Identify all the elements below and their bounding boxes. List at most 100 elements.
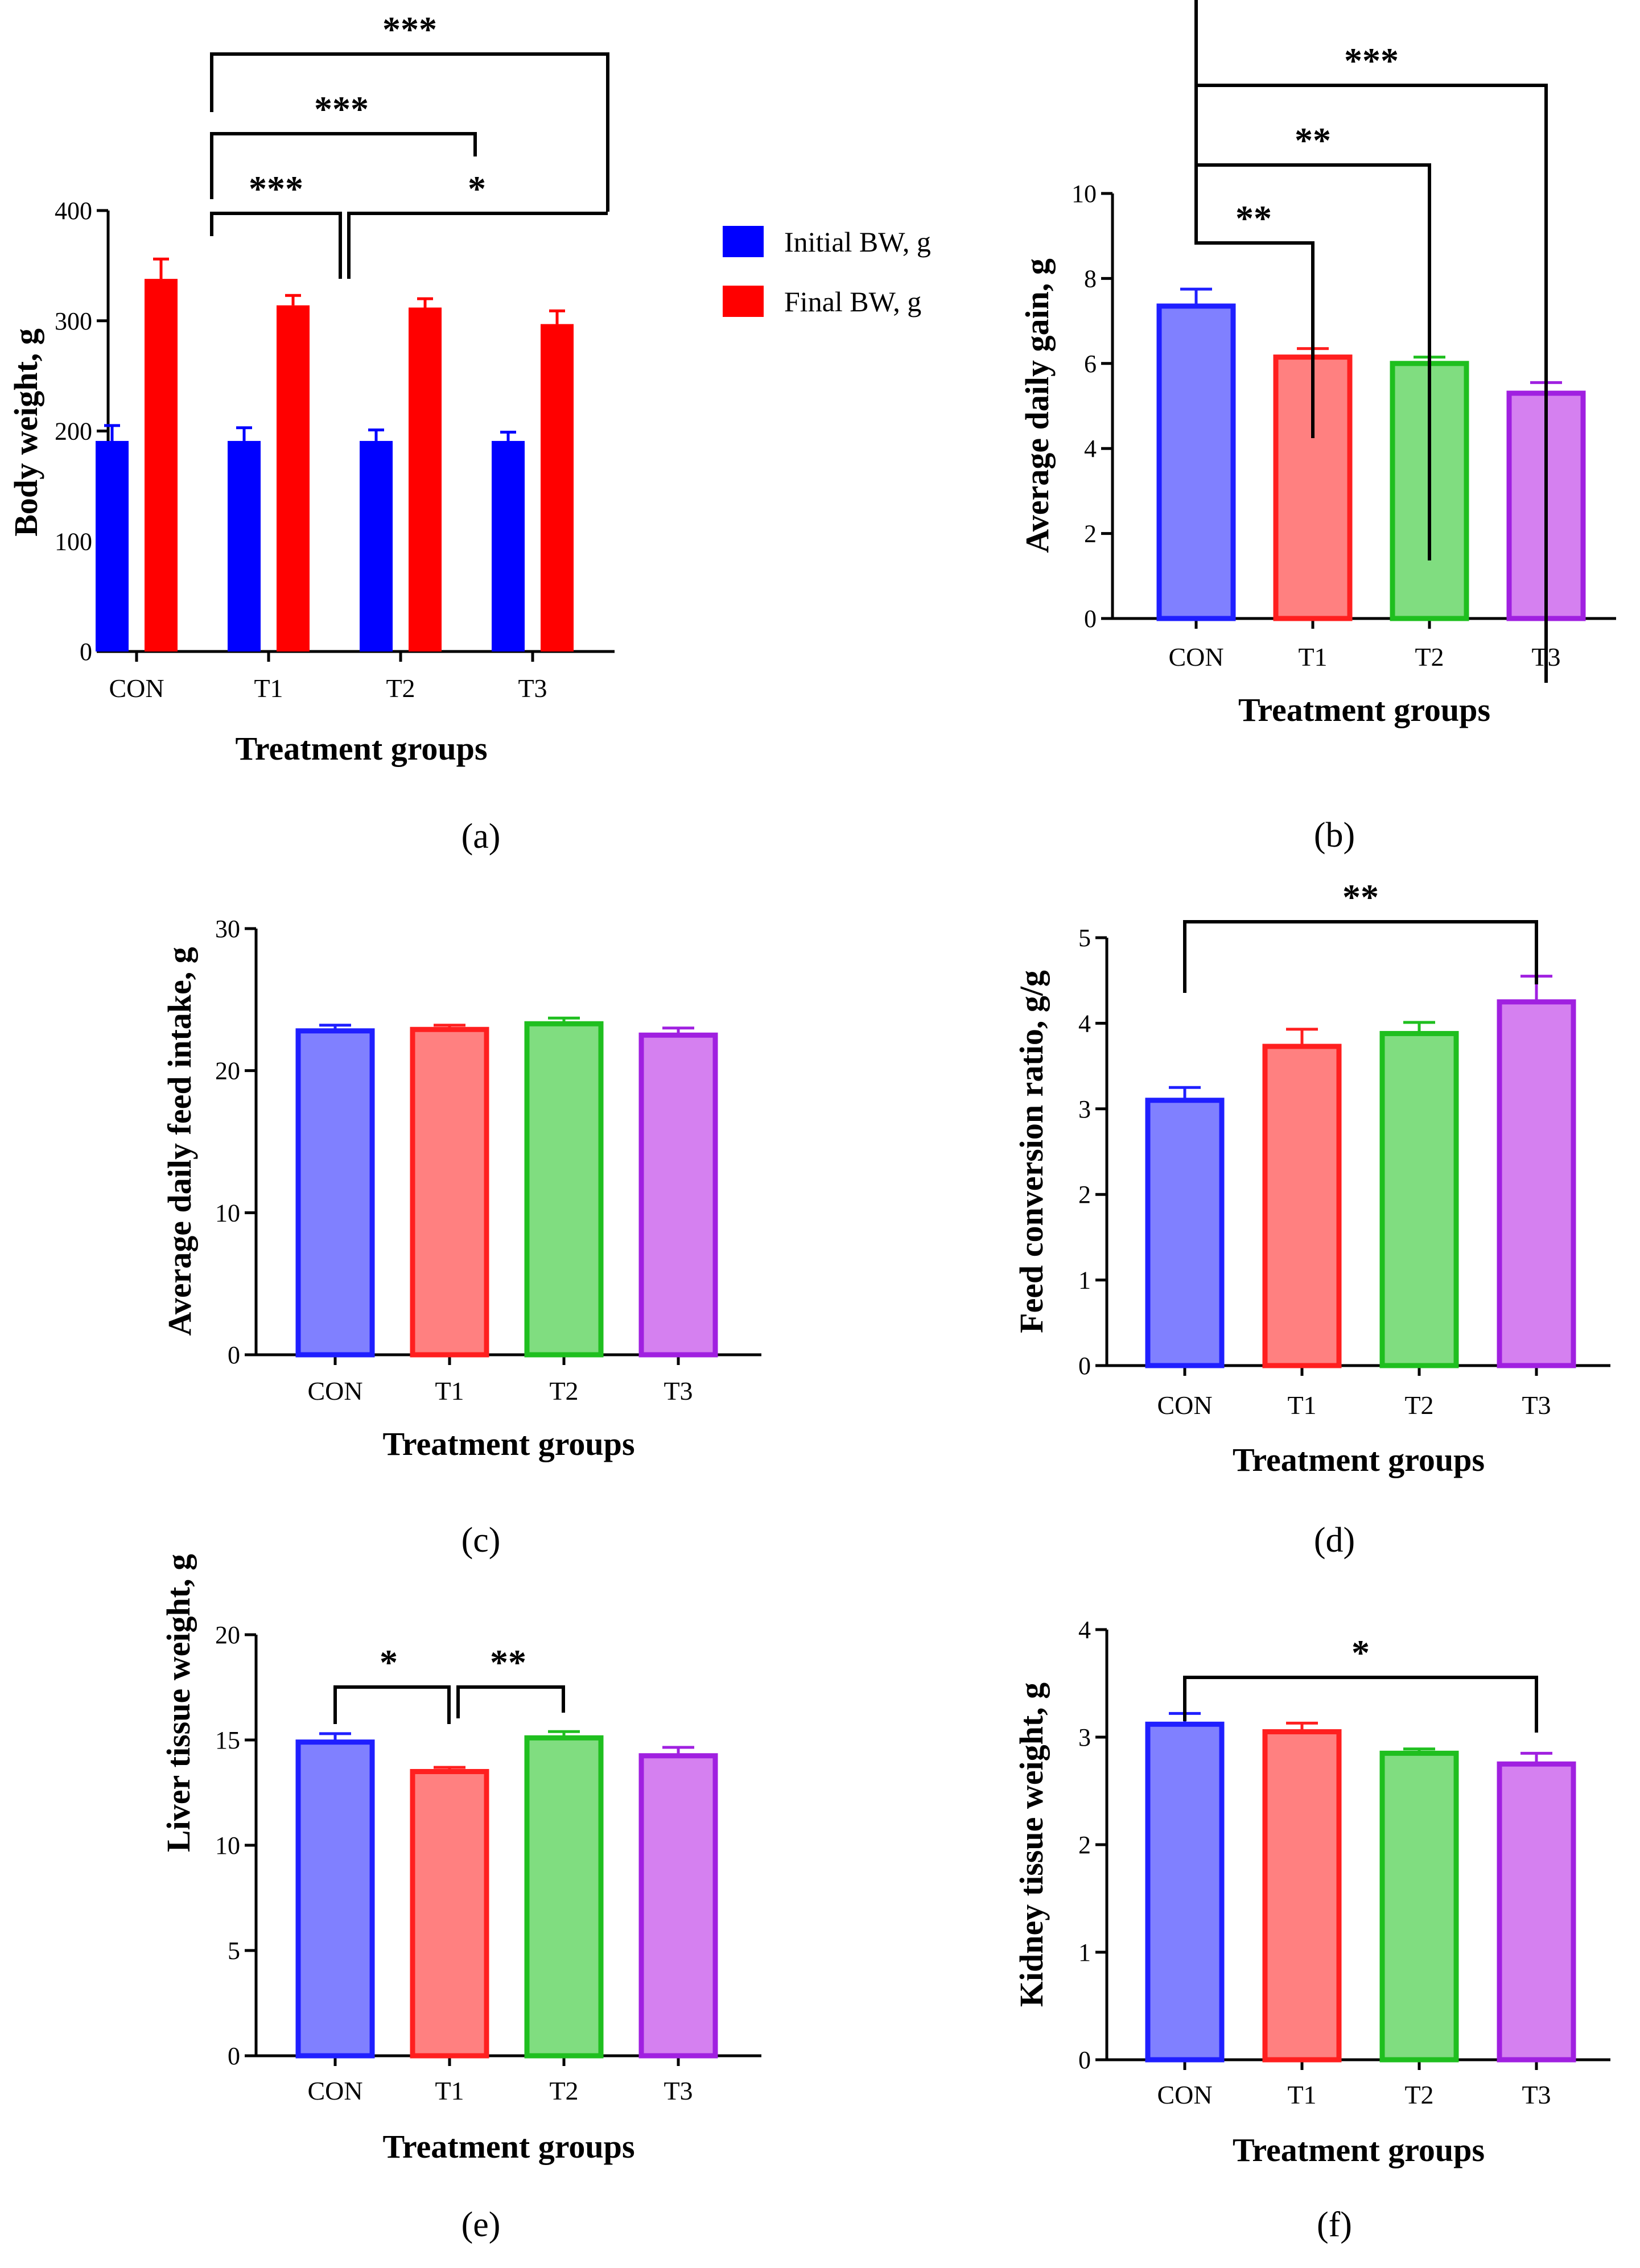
y-tick-label: 20: [215, 1621, 240, 1649]
y-tick-label: 0: [1078, 1352, 1091, 1380]
y-tick-label: 2: [1084, 520, 1097, 548]
x-axis-title: Treatment groups: [1233, 1441, 1485, 1478]
bar: [409, 307, 442, 651]
bar: [638, 1032, 718, 1358]
x-tick-label: T2: [549, 1376, 578, 1405]
panel-label: (d): [1314, 1521, 1355, 1560]
panel-e: 0 5 10 15 20 CON T1 T2 T3 Treatment groups Liver t…: [160, 1554, 761, 2244]
x-tick-label: T2: [386, 674, 415, 703]
significance-label: *: [380, 1642, 398, 1683]
x-tick-label: T1: [254, 674, 283, 703]
significance-bracket: [333, 1685, 451, 1724]
panel-label: (c): [461, 1521, 501, 1560]
x-tick-label: T1: [1287, 1391, 1316, 1420]
significance-bracket: [1194, 84, 1548, 683]
significance-label: ***: [382, 9, 437, 50]
x-tick-label: T1: [1287, 2080, 1316, 2109]
bar: [295, 1028, 375, 1358]
y-tick-label: 4: [1078, 1009, 1091, 1037]
bar: [1497, 1761, 1576, 2063]
panel-f: 0 1 2 3 4 CON T1 T2 T3 Treatment groups Kidney tis…: [1013, 1616, 1610, 2244]
bar: [1145, 1721, 1225, 2063]
significance-label: **: [490, 1642, 526, 1683]
x-tick-label: T3: [664, 2076, 693, 2105]
bar: [1145, 1098, 1225, 1368]
y-tick-label: 30: [215, 915, 240, 943]
y-tick-label: 2: [1078, 1181, 1091, 1209]
y-axis-title: Kidney tissue weight, g: [1013, 1683, 1050, 2007]
significance-bracket: [347, 212, 608, 279]
y-tick-label: 4: [1084, 435, 1097, 463]
y-axis-title: Liver tissue weight, g: [160, 1554, 197, 1852]
y-tick-label: 1: [1078, 1939, 1091, 1966]
panel-d: 0 1 2 3 4 5 CON T1 T2 T3 Treatment groups Feed conv…: [1013, 877, 1610, 1560]
x-tick-label: CON: [307, 1376, 362, 1405]
significance-bracket: [210, 212, 342, 279]
panel-label: (f): [1317, 2205, 1352, 2244]
x-tick-label: CON: [307, 2076, 362, 2105]
bar: [1156, 303, 1236, 621]
y-tick-label: 10: [1072, 180, 1097, 208]
bar: [228, 440, 261, 651]
y-tick-label: 2: [1078, 1831, 1091, 1859]
y-tick-label: 20: [215, 1057, 240, 1085]
legend-label: Initial BW, g: [784, 226, 931, 258]
x-axis-title: Treatment groups: [1233, 2131, 1485, 2168]
x-tick-label: CON: [1157, 2080, 1212, 2109]
y-tick-label: 0: [228, 1341, 240, 1369]
significance-bracket: [1183, 1676, 1538, 1733]
y-axis-title: Average daily gain, g: [1019, 258, 1056, 553]
x-tick-label: T2: [1404, 2080, 1433, 2109]
significance-label: *: [468, 168, 486, 209]
x-tick-label: T2: [1404, 1391, 1433, 1420]
y-tick-label: 100: [55, 527, 92, 555]
bar: [410, 1026, 489, 1358]
significance-label: **: [1295, 120, 1331, 160]
significance-bracket: [210, 132, 477, 199]
significance-bracket: [210, 52, 609, 212]
legend-label: Final BW, g: [784, 286, 921, 317]
y-tick-label: 10: [215, 1832, 240, 1859]
significance-label: ***: [249, 168, 303, 209]
bar: [145, 279, 178, 651]
bar: [524, 1735, 604, 2059]
x-axis-title: Treatment groups: [1238, 691, 1490, 728]
bar: [492, 440, 525, 651]
bar: [638, 1753, 718, 2059]
y-tick-label: 15: [215, 1726, 240, 1754]
bar: [1262, 1044, 1342, 1368]
y-tick-label: 0: [1078, 2046, 1091, 2074]
y-tick-label: 6: [1084, 350, 1097, 378]
x-tick-label: CON: [1157, 1391, 1212, 1420]
y-tick-label: 300: [55, 307, 92, 335]
x-tick-label: CON: [1168, 642, 1223, 671]
y-tick-label: 5: [1078, 924, 1091, 952]
bar: [96, 440, 129, 651]
x-axis-title: Treatment groups: [382, 2128, 634, 2165]
significance-label: ***: [1344, 40, 1399, 81]
y-tick-label: 4: [1078, 1616, 1091, 1644]
x-tick-label: T3: [1522, 1391, 1551, 1420]
y-axis-title: Average daily feed intake, g: [161, 947, 198, 1336]
y-tick-label: 0: [1084, 605, 1097, 633]
y-axis-title: Body weight, g: [7, 328, 44, 537]
x-tick-label: T1: [435, 1376, 464, 1405]
significance-label: **: [1342, 877, 1379, 917]
legend-swatch: [723, 286, 764, 317]
x-tick-label: T3: [1522, 2080, 1551, 2109]
y-tick-label: 400: [55, 197, 92, 225]
bar: [295, 1739, 375, 2059]
bar: [360, 440, 393, 651]
significance-bracket: [1194, 0, 1315, 438]
y-tick-label: 3: [1078, 1095, 1091, 1123]
bar: [541, 324, 574, 651]
y-tick-label: 0: [80, 638, 92, 666]
x-tick-label: CON: [109, 674, 164, 703]
panel-label: (a): [461, 817, 501, 856]
y-tick-label: 0: [228, 2042, 240, 2070]
bar: [410, 1769, 489, 2059]
bar: [1379, 1750, 1459, 2063]
x-tick-label: T2: [549, 2076, 578, 2105]
